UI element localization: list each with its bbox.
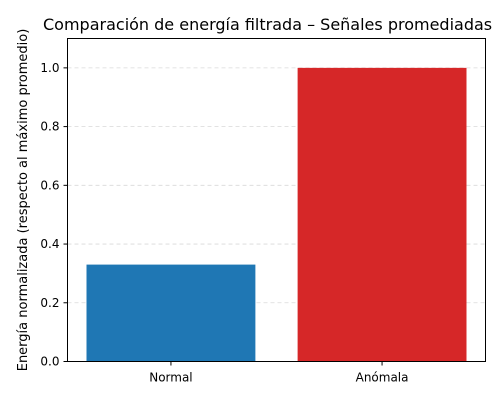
bars [86,67,467,362]
x-axis-ticks: Normal Anómala [149,361,409,385]
x-tick-label: Anómala [356,371,409,385]
y-tick-label: 0.6 [40,178,59,192]
y-axis-ticks: 0.0 0.2 0.4 0.6 0.8 1.0 [40,61,68,369]
y-tick-label: 0.2 [40,296,59,310]
axes-frame [67,38,486,362]
x-tick-label: Normal [149,371,192,385]
bar-anomala [297,67,467,362]
y-axis-label: Energía normalizada (respecto al máximo … [16,29,31,372]
bar-normal [86,264,256,362]
chart-title: Comparación de energía filtrada – Señale… [43,15,492,34]
y-tick-label: 0.4 [40,237,59,251]
y-tick-label: 0.8 [40,120,59,134]
y-tick-label: 1.0 [40,61,59,75]
y-tick-label: 0.0 [40,355,59,369]
